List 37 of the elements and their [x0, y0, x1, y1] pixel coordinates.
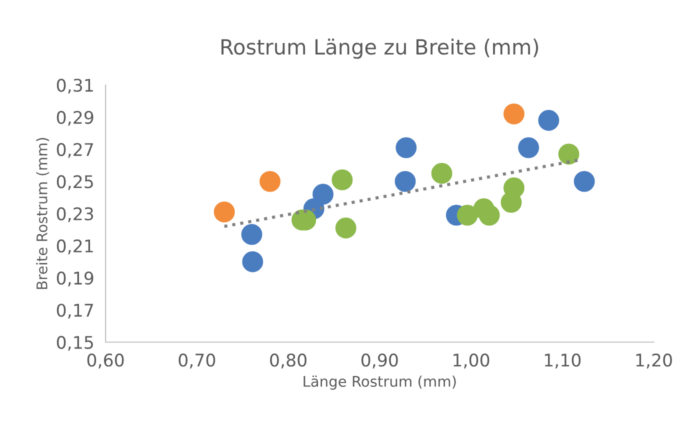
point	[241, 224, 262, 245]
point	[574, 170, 595, 192]
x-tick-label: 0,70	[178, 354, 216, 368]
point	[396, 137, 417, 158]
x-tick-label: 0,60	[87, 354, 124, 368]
point	[312, 184, 334, 205]
point	[538, 110, 560, 131]
point	[503, 103, 524, 124]
y-axis-title: Breite Rostrum (mm)	[36, 138, 50, 289]
point	[431, 162, 452, 184]
x-tick-label: 0,90	[361, 354, 398, 368]
point	[214, 201, 235, 222]
x-tick-label: 1,00	[454, 354, 490, 368]
y-tick-label: 0,29	[56, 110, 94, 126]
y-tick-label: 0,27	[56, 142, 93, 158]
y-tick-label: 0,25	[56, 175, 93, 190]
y-tick-label: 0,31	[56, 78, 93, 94]
y-tick-label: 0,21	[56, 239, 93, 254]
point	[456, 204, 478, 226]
point	[332, 169, 353, 190]
point	[260, 170, 280, 192]
y-tick-label: 0,17	[56, 304, 93, 319]
x-tick-label: 1,10	[544, 354, 581, 368]
x-axis-title: Länge Rostrum (mm)	[304, 376, 456, 390]
y-tick-label: 0,15	[56, 336, 93, 351]
x-tick-label: 0,80	[270, 354, 306, 368]
x-tick-label: 1,20	[636, 354, 672, 368]
point	[518, 137, 540, 158]
point	[500, 192, 522, 213]
point	[394, 170, 416, 192]
point	[558, 144, 580, 165]
point	[478, 204, 500, 226]
y-tick-label: 0,19	[56, 272, 94, 286]
point	[242, 251, 264, 272]
chart-title: Rostrum Länge zu Breite (mm)	[221, 38, 538, 59]
y-tick-label: 0,23	[56, 207, 94, 222]
point	[335, 218, 356, 239]
